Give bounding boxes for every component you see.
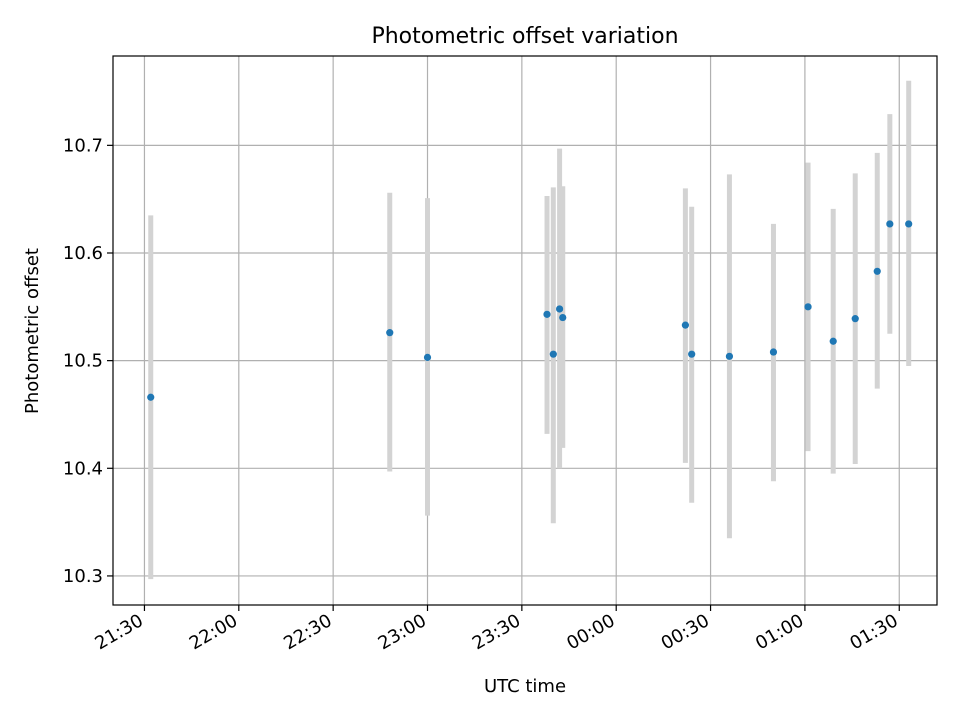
y-axis-label: Photometric offset (22, 248, 43, 414)
data-point (543, 310, 551, 318)
data-point (873, 267, 881, 275)
x-axis-label: UTC time (484, 676, 566, 697)
data-point (386, 329, 394, 337)
data-point (688, 350, 696, 358)
data-point (549, 350, 557, 358)
data-point (681, 321, 689, 329)
data-point (905, 220, 913, 228)
data-point (851, 315, 859, 323)
y-tick-label: 10.4 (63, 458, 103, 479)
plot-area-frame (112, 55, 938, 606)
y-tick-label: 10.7 (63, 135, 103, 156)
data-point (423, 353, 432, 362)
data-point (769, 348, 778, 356)
data-point (829, 337, 837, 345)
y-tick-label: 10.5 (63, 351, 103, 372)
data-point (555, 305, 564, 313)
grid-layer (113, 56, 937, 605)
point-layer (147, 220, 913, 401)
y-tick-label: 10.3 (63, 566, 103, 587)
data-point (725, 352, 734, 360)
data-point (804, 303, 812, 311)
data-point (147, 393, 155, 401)
data-point (886, 220, 894, 228)
data-point (559, 313, 567, 322)
chart-title: Photometric offset variation (371, 24, 678, 49)
y-tick-label: 10.6 (63, 243, 103, 264)
